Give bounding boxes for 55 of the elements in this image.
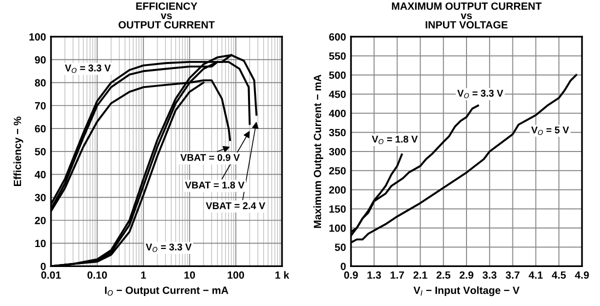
x-axis-title: V$_{I}$ − Input Voltage − V	[414, 286, 520, 296]
y-tick-label: 600	[329, 33, 346, 41]
y-tick-label: 0	[340, 262, 346, 270]
annotation: V$_{O}$ = 3.3 V	[457, 90, 504, 98]
y-tick-label: 60	[34, 125, 46, 132]
annotation: V$_{O}$ = 3.3 V	[146, 244, 192, 252]
x-tick-label: 1.3	[368, 271, 381, 279]
chart-title: MAXIMUM OUTPUT CURRENT vs INPUT VOLTAGE	[392, 2, 542, 28]
y-tick-label: 300	[329, 148, 346, 156]
x-tick-label: 10	[184, 271, 195, 279]
x-tick-label: 4.5	[552, 271, 566, 279]
chart-title: EFFICIENCY vs OUTPUT CURRENT	[118, 2, 215, 28]
annotation: V$_{O}$ = 3.3 V	[64, 64, 111, 74]
y-tick-label: 80	[34, 79, 46, 86]
annotation: V$_{O}$ = 5 V	[531, 126, 569, 135]
y-tick-label: 0	[40, 262, 46, 270]
y-tick-label: 20	[34, 216, 46, 224]
y-axis-title: Efficiency − %	[13, 116, 24, 186]
y-tick-label: 50	[34, 148, 46, 156]
y-tick-label: 250	[329, 167, 346, 174]
annotation: V$_{O}$ = 1.8 V	[372, 136, 418, 144]
annotation: VBAT = 0.9 V	[180, 154, 240, 161]
x-tick-label: 2.1	[413, 271, 428, 279]
y-tick-label: 10	[35, 240, 46, 248]
y-tick-label: 70	[35, 102, 46, 110]
x-tick-label: 0.10	[87, 271, 107, 279]
x-tick-label: 2.5	[436, 271, 450, 279]
y-tick-label: 30	[34, 194, 46, 202]
x-tick-label: 1.7	[390, 271, 404, 279]
y-tick-label: 550	[329, 52, 346, 60]
x-tick-label: 3.7	[506, 271, 520, 279]
x-axis-title: I$_{O}$ − Output Current − mA	[105, 286, 228, 296]
x-tick-label: 0.01	[41, 271, 61, 279]
x-tick-label: 2.9	[460, 271, 474, 279]
y-tick-label: 450	[328, 90, 346, 98]
x-tick-label: 0.9	[344, 271, 358, 279]
y-tick-label: 500	[329, 71, 346, 79]
annotation: VBAT = 2.4 V	[206, 202, 266, 210]
y-axis-title: Maximum Output Current − mA	[313, 74, 324, 228]
x-tick-label: 4.9	[574, 271, 589, 279]
y-tick-label: 40	[34, 170, 46, 178]
x-tick-label: 1 k	[275, 271, 290, 279]
y-tick-label: 90	[34, 56, 46, 64]
y-tick-label: 400	[328, 110, 346, 118]
y-tick-label: 150	[329, 205, 346, 213]
y-tick-label: 50	[334, 244, 346, 251]
annotation: VBAT = 1.8 V	[185, 182, 244, 189]
y-tick-label: 100	[29, 33, 46, 41]
x-tick-label: 1	[141, 271, 146, 279]
x-tick-label: 3.3	[482, 271, 496, 279]
x-tick-label: 100	[228, 271, 244, 279]
y-tick-label: 100	[329, 224, 346, 232]
y-tick-label: 350	[329, 128, 346, 136]
x-tick-label: 4.1	[528, 271, 543, 279]
y-tick-label: 200	[329, 186, 346, 194]
